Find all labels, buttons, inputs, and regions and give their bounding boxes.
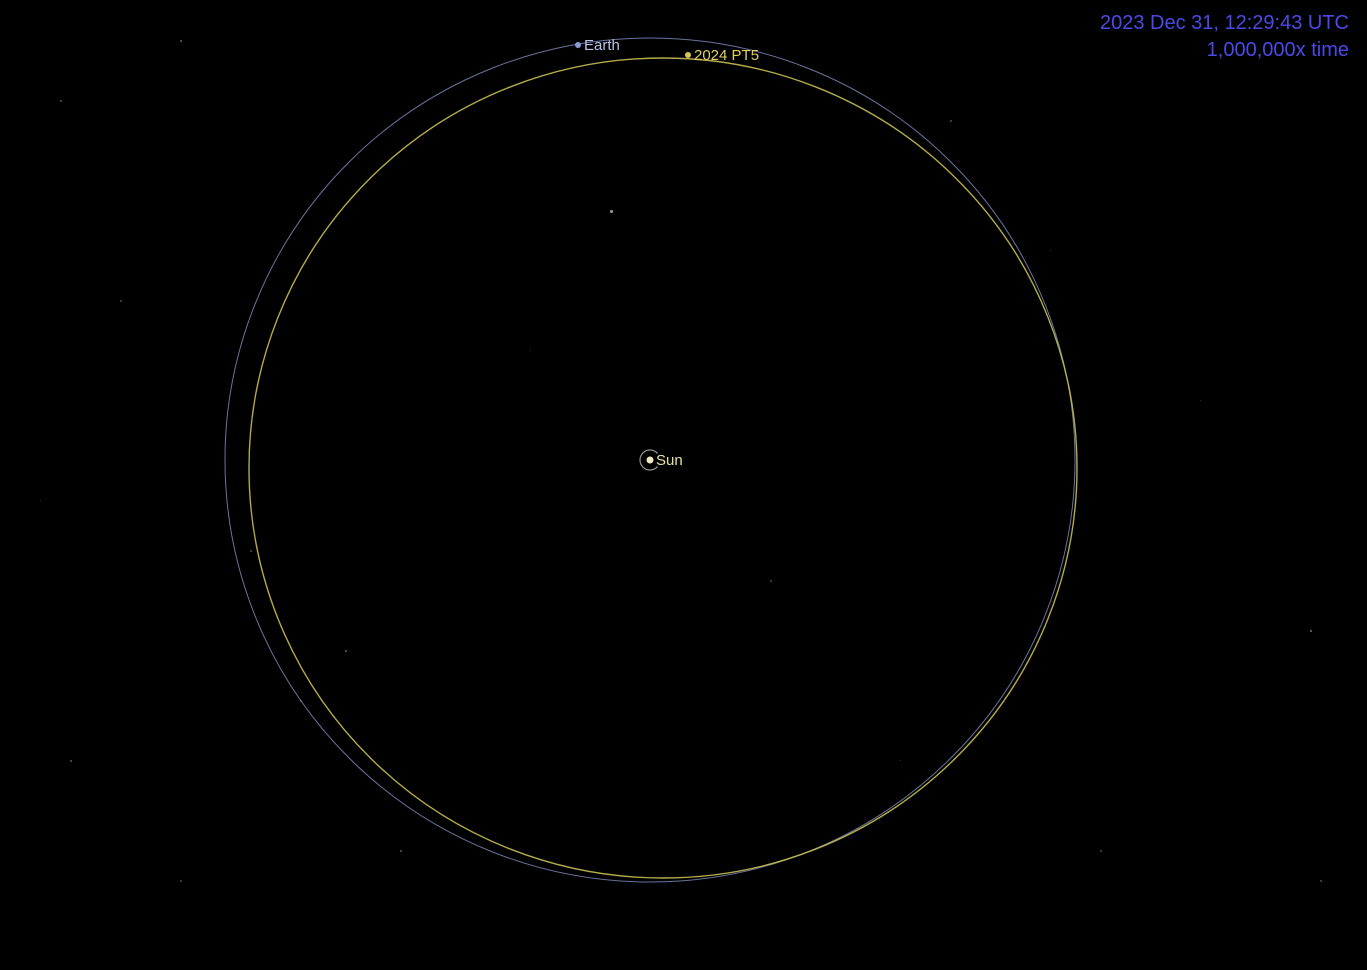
background-star [610, 210, 613, 213]
orbits-svg [0, 0, 1367, 970]
background-star [180, 40, 182, 42]
background-star [300, 700, 302, 702]
time-multiplier-text: 1,000,000x time [1100, 37, 1349, 64]
asteroid-label: 2024 PT5 [694, 47, 759, 64]
background-star [180, 880, 182, 882]
background-star [120, 300, 122, 302]
datetime-text: 2023 Dec 31, 12:29:43 UTC [1100, 10, 1349, 37]
background-star [60, 100, 62, 102]
background-star [70, 760, 72, 762]
background-star [900, 760, 901, 761]
asteroid-body [685, 52, 691, 58]
background-star [1320, 880, 1322, 882]
sun-body [647, 457, 654, 464]
background-star [40, 500, 41, 501]
earth-label: Earth [584, 37, 620, 54]
background-star [950, 120, 952, 122]
background-star [345, 650, 347, 652]
background-star [400, 850, 402, 852]
background-star [530, 350, 531, 351]
background-star [250, 550, 252, 552]
background-star [1200, 400, 1201, 401]
background-star [1100, 850, 1102, 852]
earth-body [575, 42, 581, 48]
sun-label: Sun [656, 452, 683, 469]
time-overlay: 2023 Dec 31, 12:29:43 UTC 1,000,000x tim… [1100, 10, 1349, 64]
background-star [770, 580, 772, 582]
orbital-viewport[interactable]: Sun Earth 2024 PT5 2023 Dec 31, 12:29:43… [0, 0, 1367, 970]
background-star [1310, 630, 1312, 632]
background-star [1050, 250, 1051, 251]
